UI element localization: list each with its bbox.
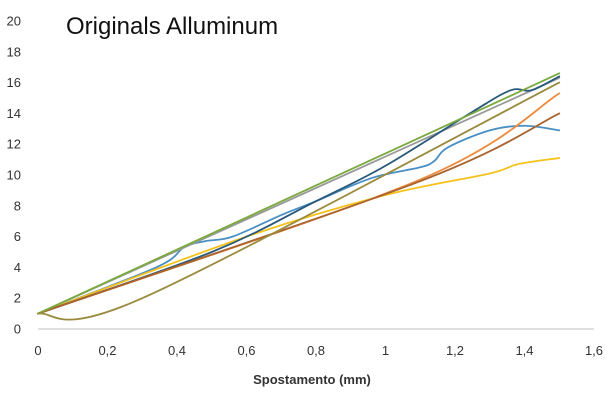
y-tick-label: 10 — [7, 168, 21, 183]
chart-title: Originals Alluminum — [66, 13, 278, 40]
y-tick-label: 6 — [14, 229, 21, 244]
series-line-6 — [37, 112, 561, 315]
plot-area — [37, 72, 561, 321]
y-tick-label: 0 — [14, 322, 21, 337]
x-tick-label: 1,4 — [515, 343, 533, 358]
x-axis-label: Spostamento (mm) — [253, 372, 371, 387]
y-tick-label: 12 — [7, 137, 21, 152]
series-line-4 — [37, 157, 561, 315]
x-tick-label: 1,2 — [446, 343, 464, 358]
x-tick-label: 0,4 — [168, 343, 186, 358]
series-line-2 — [37, 92, 561, 315]
y-tick-label: 2 — [14, 291, 21, 306]
x-tick-label: 0,2 — [98, 343, 116, 358]
x-tick-label: 0 — [34, 343, 41, 358]
y-tick-label: 20 — [7, 14, 21, 29]
x-tick-label: 0,6 — [237, 343, 255, 358]
y-tick-label: 18 — [7, 44, 21, 59]
x-tick-label: 0,8 — [307, 343, 325, 358]
y-tick-label: 14 — [7, 106, 21, 121]
x-tick-label: 1 — [382, 343, 389, 358]
tick-labels: 0 0,2 0,4 0,6 0,8 1 1,2 1,4 1,6 0 2 4 6 8 10 12 14 16 18 20 — [7, 14, 604, 359]
series-line-8 — [37, 81, 561, 321]
y-tick-label: 4 — [14, 260, 21, 275]
y-tick-label: 16 — [7, 75, 21, 90]
series-line-7 — [37, 72, 561, 315]
y-tick-label: 8 — [14, 198, 21, 213]
x-tick-label: 1,6 — [585, 343, 603, 358]
